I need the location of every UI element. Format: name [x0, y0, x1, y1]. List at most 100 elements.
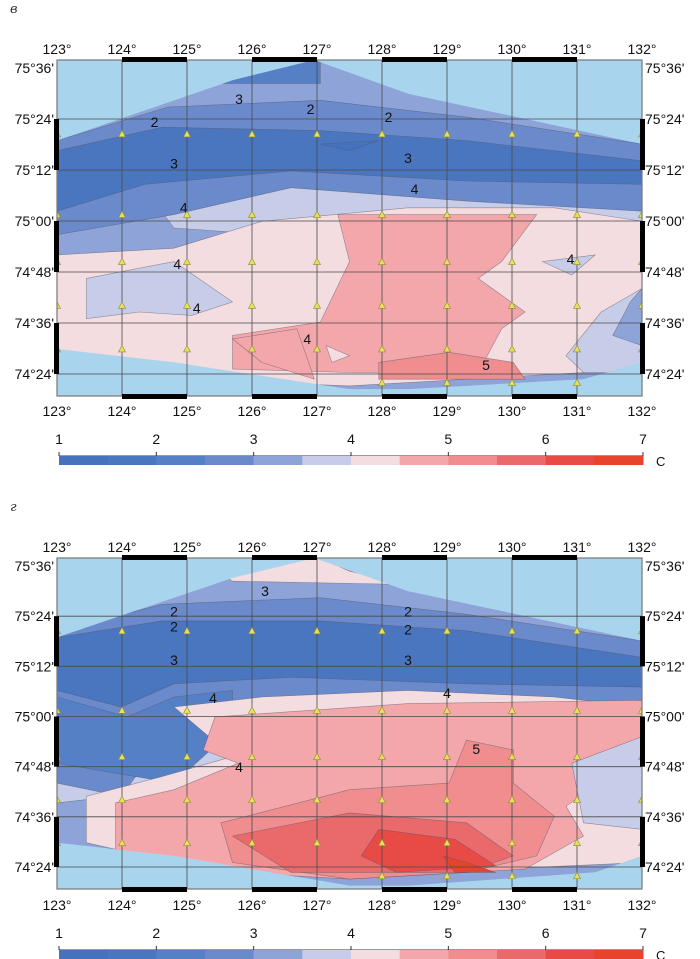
colorbar-unit-label: C — [656, 454, 665, 469]
station-marker — [507, 838, 517, 846]
station-marker — [312, 838, 322, 846]
colorbar-segment — [302, 950, 352, 959]
y-tick-label-right: 75°00' — [645, 709, 684, 725]
colorbar-segment — [253, 950, 303, 959]
contour-label: 4 — [443, 685, 451, 701]
contour-label: 3 — [170, 155, 178, 171]
station-marker — [57, 706, 62, 714]
station-marker — [247, 129, 257, 138]
station-marker — [442, 301, 452, 309]
station-marker — [572, 706, 582, 714]
station-marker — [117, 257, 127, 265]
station-marker — [182, 301, 192, 309]
station-marker — [507, 626, 517, 635]
y-tick-label-right: 74°36' — [645, 809, 684, 825]
y-tick-label-left: 74°24' — [15, 859, 54, 875]
station-marker — [247, 344, 257, 353]
colorbar-segment — [205, 950, 255, 959]
y-tick-label-right: 74°36' — [645, 315, 684, 331]
x-tick-label-top: 126° — [238, 41, 267, 57]
station-marker — [182, 795, 192, 803]
station-marker — [377, 378, 387, 386]
colorbar-segment — [448, 950, 498, 959]
x-tick-label-top: 131° — [563, 41, 592, 57]
contour-label: 5 — [472, 741, 480, 757]
x-tick-label-top: 128° — [368, 539, 397, 555]
station-marker — [247, 301, 257, 309]
border-tick-black — [54, 716, 59, 767]
station-marker — [57, 795, 62, 803]
border-tick-black — [382, 555, 447, 560]
station-marker — [572, 129, 582, 138]
station-marker — [377, 129, 387, 138]
x-tick-label-bottom: 130° — [498, 897, 527, 913]
border-tick-black — [640, 119, 645, 170]
x-tick-label-top: 128° — [368, 41, 397, 57]
station-marker — [312, 626, 322, 635]
station-marker — [507, 129, 517, 138]
colorbar-segment — [399, 456, 449, 465]
station-marker — [312, 344, 322, 353]
colorbar-tick-label: 7 — [639, 925, 647, 941]
station-marker — [377, 301, 387, 309]
x-tick-label-top: 124° — [108, 41, 137, 57]
station-marker — [507, 257, 517, 265]
station-marker — [637, 706, 642, 714]
station-marker — [637, 210, 642, 218]
contour-band — [541, 254, 597, 276]
contour-band — [565, 287, 642, 373]
station-marker — [247, 626, 257, 635]
station-marker — [507, 871, 517, 880]
x-tick-label-bottom: 127° — [303, 403, 332, 419]
station-marker — [117, 706, 127, 714]
border-tick-black — [122, 555, 187, 560]
colorbar-tick-label: 6 — [542, 925, 550, 941]
contour-label: 4 — [411, 181, 419, 197]
station-marker — [182, 210, 192, 218]
contour-label: 4 — [180, 199, 188, 215]
station-marker — [117, 210, 127, 218]
x-tick-label-bottom: 123° — [43, 403, 72, 419]
station-marker — [507, 752, 517, 760]
border-tick-black — [54, 323, 59, 374]
station-marker — [442, 129, 452, 138]
border-tick-black — [122, 394, 187, 399]
border-tick-black — [54, 816, 59, 867]
station-marker — [57, 301, 62, 309]
y-tick-label-left: 74°48' — [15, 759, 54, 775]
colorbar-tick-label: 4 — [347, 431, 355, 447]
colorbar-tick-label: 6 — [542, 431, 550, 447]
colorbar-segment — [156, 456, 206, 465]
y-tick-label-right: 74°24' — [645, 859, 684, 875]
station-marker — [572, 752, 582, 760]
contour-label: 3 — [235, 91, 243, 107]
colorbar-tick-label: 3 — [250, 431, 258, 447]
border-tick-black — [122, 887, 187, 892]
station-marker — [182, 257, 192, 265]
station-marker — [572, 301, 582, 309]
stations — [57, 129, 642, 386]
x-tick-label-top: 129° — [433, 539, 462, 555]
x-tick-label-bottom: 123° — [43, 897, 72, 913]
contour-bands — [57, 558, 642, 886]
station-marker — [637, 795, 642, 803]
station-marker — [442, 752, 452, 760]
station-marker — [572, 210, 582, 218]
x-tick-label-bottom: 131° — [563, 403, 592, 419]
x-tick-label-top: 132° — [628, 41, 657, 57]
y-tick-label-left: 75°12' — [15, 162, 54, 178]
colorbar-tick-label: 1 — [55, 925, 63, 941]
contour-label: 4 — [235, 759, 243, 775]
x-tick-label-bottom: 124° — [108, 897, 137, 913]
border-tick-black — [512, 57, 577, 62]
colorbar-segment — [448, 456, 498, 465]
colorbar-segment — [59, 456, 109, 465]
x-tick-label-bottom: 125° — [173, 403, 202, 419]
y-tick-label-right: 75°12' — [645, 162, 684, 178]
station-marker — [312, 795, 322, 803]
station-marker — [507, 301, 517, 309]
station-marker — [312, 301, 322, 309]
y-tick-label-right: 75°24' — [645, 608, 684, 624]
station-marker — [637, 301, 642, 309]
border-tick-black — [382, 57, 447, 62]
